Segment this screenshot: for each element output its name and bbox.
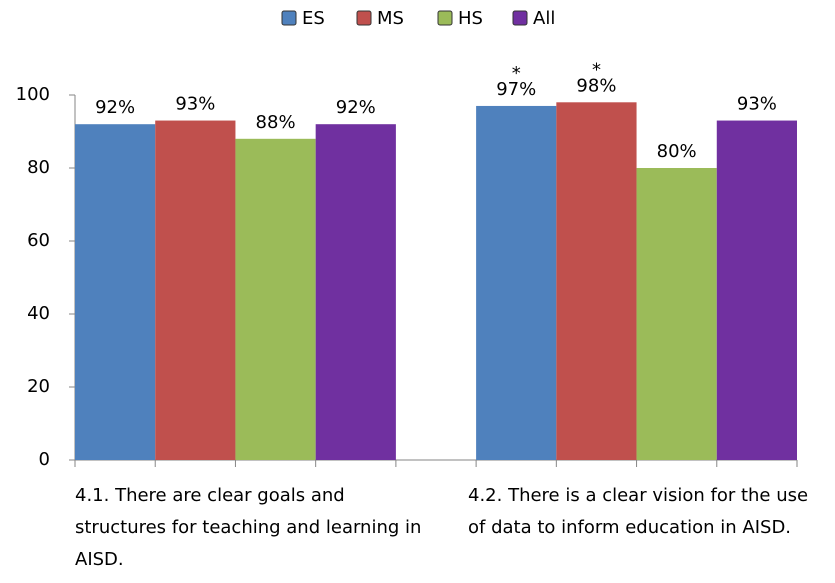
legend-swatch: [437, 10, 453, 26]
bar: [155, 120, 236, 461]
y-tick-label: 100: [16, 84, 50, 105]
legend-label: All: [533, 8, 555, 29]
value-label: 92%: [95, 97, 135, 118]
bar: [315, 124, 396, 460]
legend-swatch: [356, 10, 372, 26]
bar: [75, 124, 156, 460]
value-label: 93%: [737, 94, 777, 115]
legend-label: ES: [302, 8, 325, 29]
y-tick-label: 80: [27, 157, 50, 178]
bar: [636, 168, 717, 460]
y-tick-label: 60: [27, 230, 50, 251]
x-tick-label: 4.1. There are clear goals and structure…: [75, 485, 422, 570]
note: *: [592, 59, 601, 80]
legend-label: HS: [458, 8, 483, 29]
x-tick-label: 4.2. There is a clear vision for the use…: [468, 485, 809, 538]
legend-label: MS: [377, 8, 404, 29]
value-label: 92%: [336, 97, 376, 118]
y-tick-label: 20: [27, 376, 50, 397]
value-label: 93%: [175, 94, 215, 115]
value-label: 80%: [657, 141, 697, 162]
legend-swatch: [281, 10, 297, 26]
value-label: 88%: [256, 112, 296, 133]
bar: [556, 102, 637, 461]
bar: [476, 105, 557, 460]
bar: [235, 138, 316, 461]
value-label: 98%: [576, 75, 616, 96]
value-label: 97%: [496, 79, 536, 100]
legend-swatch: [512, 10, 528, 26]
y-tick-label: 40: [27, 303, 50, 324]
note: *: [512, 63, 521, 84]
y-tick-label: 0: [39, 449, 50, 470]
bar: [716, 120, 797, 461]
